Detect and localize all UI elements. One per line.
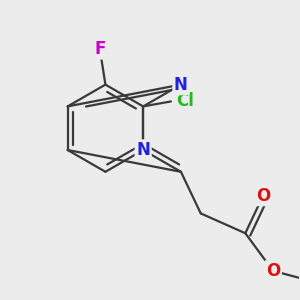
- Text: O: O: [256, 187, 270, 205]
- Text: N: N: [136, 141, 150, 159]
- Text: F: F: [95, 40, 106, 58]
- Text: N: N: [174, 76, 188, 94]
- Text: O: O: [266, 262, 280, 280]
- Text: Cl: Cl: [176, 92, 194, 110]
